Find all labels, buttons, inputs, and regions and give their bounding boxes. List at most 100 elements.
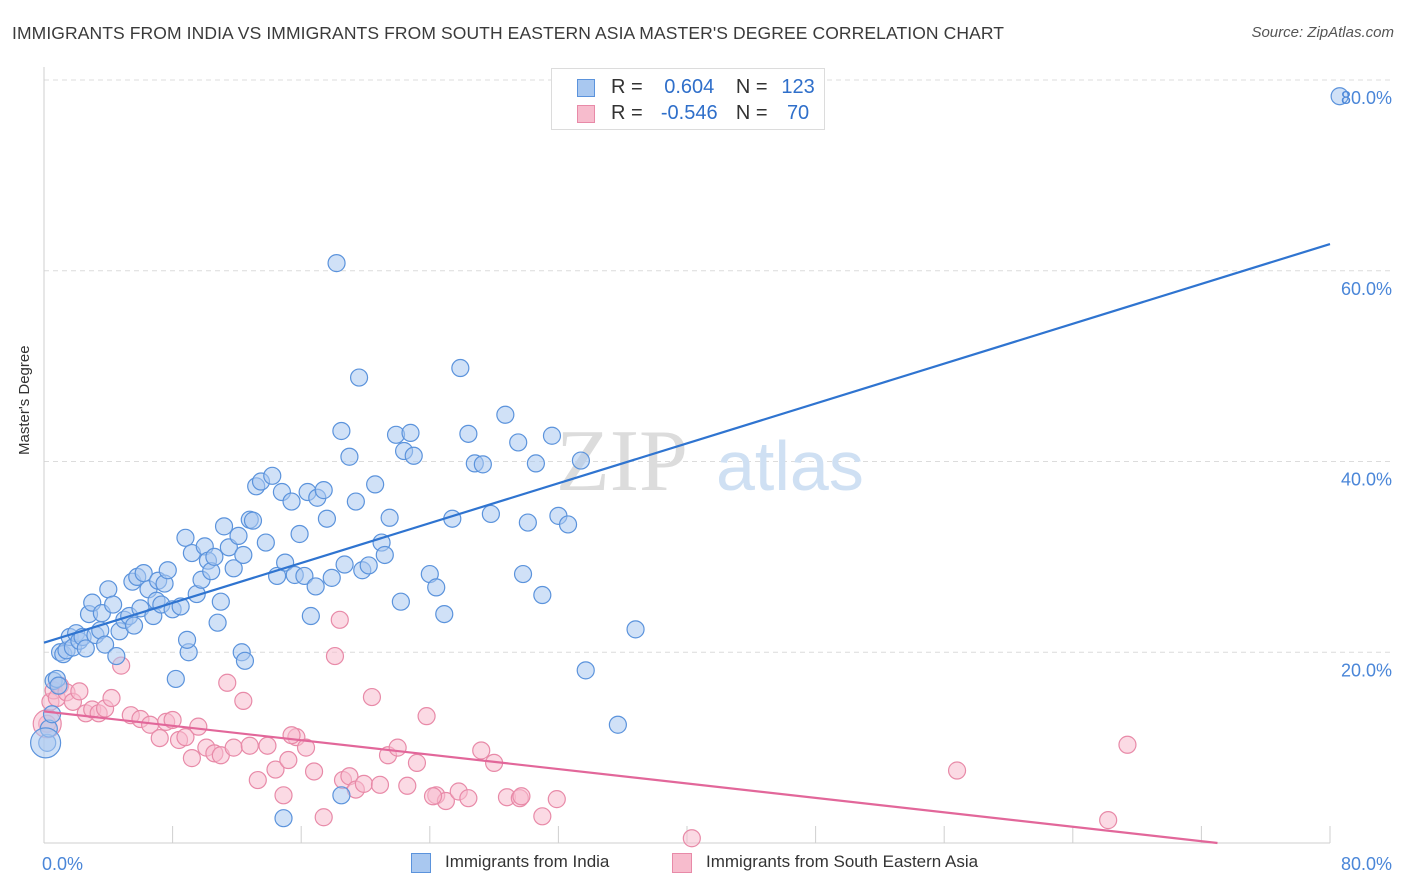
india-point [366,475,385,494]
sea-point [189,717,208,736]
india-point [391,592,410,611]
sea-point [240,736,259,755]
india-point [335,555,354,574]
india-point [235,651,255,670]
sea-point [150,728,169,748]
india-point [473,455,492,474]
sea-point [547,790,566,809]
sea-point [314,808,333,827]
india-point [224,559,243,578]
sea-point [218,673,237,692]
sea-legend-swatch [672,853,692,873]
india-point [214,517,234,536]
india-point [295,566,314,586]
india-legend-swatch [411,853,431,873]
india-point [427,578,446,597]
india-point [327,254,346,273]
india-point [177,630,197,649]
sea-point [282,726,301,745]
india-point [332,786,351,805]
india-point [95,635,115,654]
sea-point [266,760,285,779]
india-point [104,595,123,614]
r-label: R = [611,102,643,124]
sea-point [163,710,182,730]
india-point [243,511,263,530]
india-point [208,613,227,632]
india-point [509,433,528,452]
india-point [626,620,645,639]
india-point [314,481,333,500]
r-value: -0.546 [660,102,718,124]
india-point [282,492,301,511]
india-point [107,646,126,666]
sea-swatch [577,105,595,123]
legend-label-india: Immigrants from India [445,852,610,871]
sea-point [1118,735,1137,754]
sea-point [274,786,293,805]
sea-point [70,682,89,701]
india-point [158,561,177,580]
india-point [576,661,595,680]
india-point-large [30,727,62,759]
india-trendline [43,242,1331,644]
stats-legend: R = 0.604 N = 123 R = -0.546 N = 70 [551,68,825,130]
india-point [340,447,359,466]
trendlines [43,242,1331,845]
series-south-eastern-asia [32,610,1137,848]
r-label: R = [611,76,643,98]
india-point [42,705,62,724]
sea-point [407,753,427,772]
india-point [518,513,537,532]
india-point [205,547,224,566]
n-value: 70 [786,102,810,124]
sea-point [234,691,253,710]
india-point [306,577,325,596]
y-tick-label: 80.0% [1341,88,1392,108]
sea-point [370,775,390,794]
n-label: N = [735,102,768,124]
india-point [513,564,533,584]
india-point [256,533,275,552]
india-point [263,466,282,485]
india-point [317,509,337,528]
india-point [496,405,515,424]
india-point [349,368,369,387]
india-point [176,528,195,547]
chart-title: IMMIGRANTS FROM INDIA VS IMMIGRANTS FROM… [12,23,1005,43]
n-value: 123 [781,76,815,98]
sea-point [398,776,417,795]
india-point [375,545,394,565]
india-point [380,508,399,527]
sea-point [423,787,443,806]
india-point [99,580,118,599]
y-tick-label: 20.0% [1341,660,1392,680]
india-point [481,504,500,524]
sea-point [459,789,478,808]
sea-point [248,770,267,790]
sea-point [512,787,531,806]
legend-label-sea: Immigrants from South Eastern Asia [706,852,979,871]
india-point [359,556,378,575]
sea-point [417,707,436,726]
india-point [229,526,248,545]
india-point [571,451,591,470]
india-point [274,809,293,828]
india-point [49,676,68,695]
sea-point [472,741,491,760]
sea-trendline [43,710,1218,845]
india-point [332,421,351,441]
sea-point [258,736,277,755]
india-point [542,426,562,445]
sea-point [325,646,345,666]
x-tick-label: 0.0% [42,854,83,874]
sea-point [304,762,324,781]
sea-point [1099,811,1118,830]
india-point [76,639,95,658]
india-point [435,604,454,624]
series-legend: Immigrants from India Immigrants from So… [0,851,1406,877]
gridlines [44,79,1392,653]
watermark: ZIP atlas [556,413,864,510]
india-point [451,358,470,378]
india-swatch [577,79,595,97]
